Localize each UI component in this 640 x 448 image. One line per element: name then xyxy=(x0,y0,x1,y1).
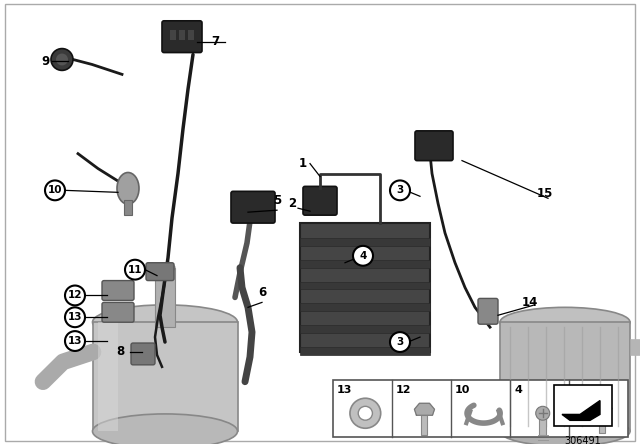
Ellipse shape xyxy=(93,305,237,340)
Text: 11: 11 xyxy=(128,265,142,275)
Circle shape xyxy=(125,260,145,280)
Text: 1: 1 xyxy=(299,157,307,170)
Bar xyxy=(124,200,132,215)
Circle shape xyxy=(45,181,65,200)
Bar xyxy=(599,413,605,434)
Text: 15: 15 xyxy=(537,187,553,200)
Ellipse shape xyxy=(93,414,237,448)
FancyBboxPatch shape xyxy=(303,186,337,215)
Text: 306491: 306491 xyxy=(564,436,602,446)
Text: 14: 14 xyxy=(522,296,538,309)
Circle shape xyxy=(536,406,550,420)
Bar xyxy=(300,303,430,311)
Text: 10: 10 xyxy=(48,185,62,195)
Polygon shape xyxy=(415,403,435,415)
FancyBboxPatch shape xyxy=(415,131,453,161)
Text: 4: 4 xyxy=(359,251,367,261)
Bar xyxy=(170,30,176,40)
Text: 3: 3 xyxy=(396,185,404,195)
Polygon shape xyxy=(592,402,612,413)
Text: 12: 12 xyxy=(68,290,83,301)
FancyBboxPatch shape xyxy=(102,280,134,301)
FancyBboxPatch shape xyxy=(131,343,155,365)
Bar xyxy=(333,380,628,438)
Bar xyxy=(155,268,175,327)
Bar xyxy=(300,260,430,268)
Bar xyxy=(179,30,185,40)
Text: 7: 7 xyxy=(211,35,219,48)
Ellipse shape xyxy=(500,416,630,446)
Circle shape xyxy=(65,285,85,306)
Bar xyxy=(540,413,546,435)
Circle shape xyxy=(353,246,373,266)
Circle shape xyxy=(65,307,85,327)
FancyBboxPatch shape xyxy=(146,263,174,280)
Bar xyxy=(98,322,118,431)
Bar xyxy=(300,325,430,333)
FancyBboxPatch shape xyxy=(102,302,134,322)
FancyBboxPatch shape xyxy=(162,21,202,52)
Bar xyxy=(93,322,238,431)
Text: 6: 6 xyxy=(258,286,266,299)
Text: 13: 13 xyxy=(337,385,352,395)
Text: 13: 13 xyxy=(68,312,83,322)
Text: 3: 3 xyxy=(396,337,404,347)
Bar xyxy=(300,223,430,352)
Text: 3: 3 xyxy=(573,385,581,395)
Bar xyxy=(300,238,430,246)
Bar xyxy=(500,322,630,431)
Bar xyxy=(300,281,430,289)
FancyBboxPatch shape xyxy=(478,298,498,324)
Text: 2: 2 xyxy=(288,197,296,210)
Text: 10: 10 xyxy=(455,385,470,395)
Ellipse shape xyxy=(155,263,175,273)
Text: 8: 8 xyxy=(116,345,124,358)
Circle shape xyxy=(390,181,410,200)
Text: 4: 4 xyxy=(514,385,522,395)
Ellipse shape xyxy=(51,48,73,70)
Bar xyxy=(188,30,194,40)
Circle shape xyxy=(390,332,410,352)
Ellipse shape xyxy=(500,307,630,337)
Ellipse shape xyxy=(117,172,139,204)
Ellipse shape xyxy=(56,54,68,65)
Text: 12: 12 xyxy=(396,385,412,395)
Ellipse shape xyxy=(358,406,372,420)
Bar xyxy=(300,347,430,355)
Polygon shape xyxy=(562,401,600,420)
Bar xyxy=(422,415,428,435)
Bar xyxy=(554,385,612,426)
Text: 9: 9 xyxy=(41,55,49,68)
FancyBboxPatch shape xyxy=(231,191,275,223)
Circle shape xyxy=(65,331,85,351)
Text: 13: 13 xyxy=(68,336,83,346)
Text: 5: 5 xyxy=(273,194,281,207)
Ellipse shape xyxy=(350,398,381,428)
